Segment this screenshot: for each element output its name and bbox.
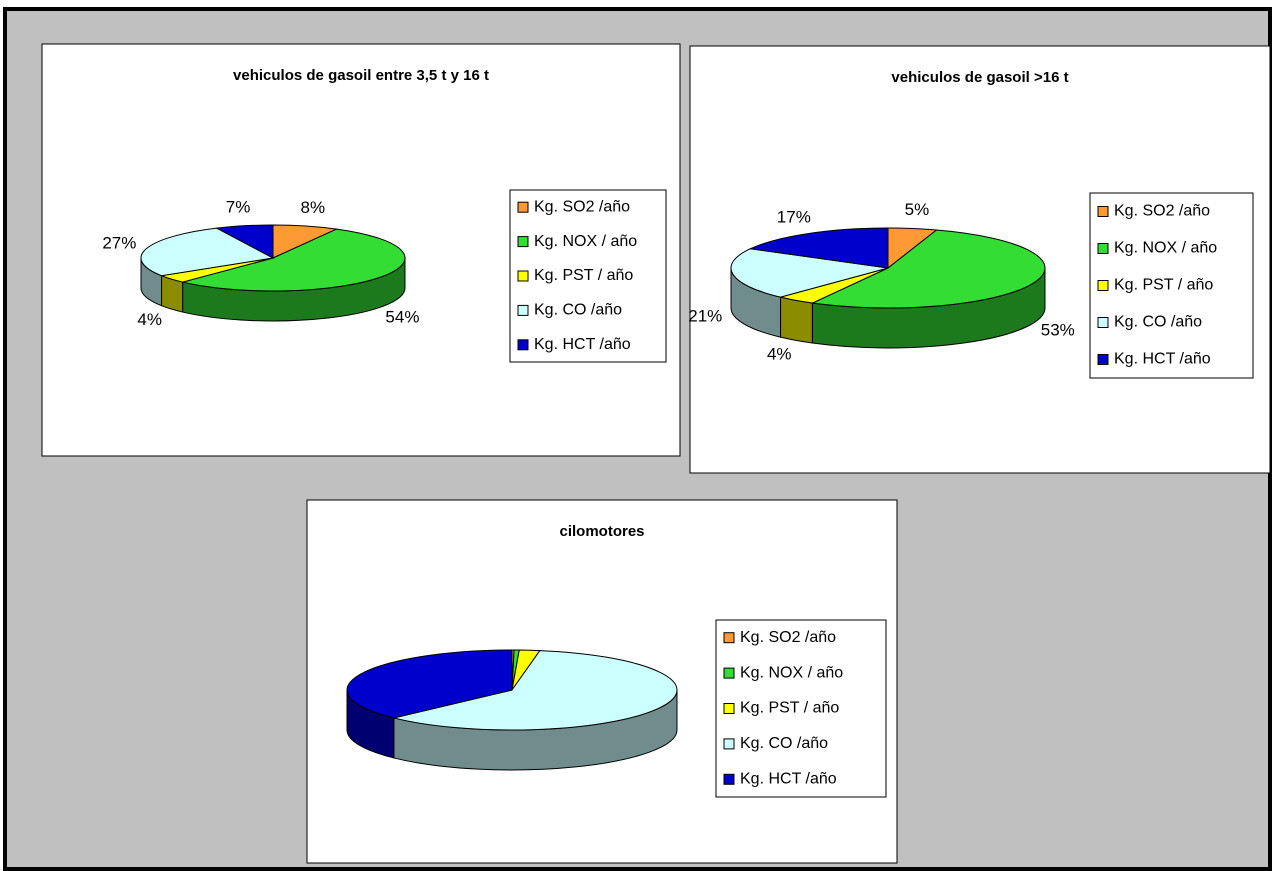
legend-label: Kg. PST / año — [740, 700, 839, 717]
data-label: 5% — [905, 200, 930, 219]
slice — [393, 650, 678, 731]
legend-label: Kg. HCT /año — [740, 771, 837, 788]
legend-swatch — [517, 270, 529, 282]
data-label: 4% — [767, 344, 792, 363]
legend-swatch — [517, 339, 529, 351]
legend-swatch — [723, 738, 735, 750]
legend-label: Kg. SO2 /año — [740, 629, 836, 646]
legend-swatch — [517, 201, 529, 213]
legend-label: Kg. SO2 /año — [534, 198, 630, 215]
legend-swatch — [1097, 243, 1109, 254]
legend-swatch — [723, 703, 735, 714]
legend-label: Kg. CO /año — [534, 302, 622, 319]
chart-title: cilomotores — [559, 523, 644, 540]
data-label: 53% — [1041, 321, 1075, 340]
legend-swatch — [517, 236, 529, 248]
legend — [715, 619, 887, 798]
chart: vehiculos de gasoil entre 3,5 t y 16 t 8%… — [41, 43, 681, 457]
legend — [509, 189, 667, 363]
legend-label: Kg. HCT /año — [1114, 351, 1211, 368]
slice — [346, 649, 513, 719]
data-label: 8% — [301, 198, 326, 217]
data-label: 54% — [385, 307, 419, 326]
legend-label: Kg. HCT /año — [534, 336, 631, 353]
chart: cilomotores Kg. SO2 /año Kg. NOX / año Kg. … — [306, 499, 898, 864]
legend-label: Kg. NOX / año — [740, 664, 843, 681]
slice — [810, 229, 1046, 309]
slice-side — [780, 296, 813, 344]
legend-swatch — [723, 773, 735, 785]
data-label: 21% — [688, 307, 722, 326]
chart-title: vehiculos de gasoil entre 3,5 t y 16 t — [233, 67, 489, 84]
slice — [215, 224, 274, 259]
legend-label: Kg. CO /año — [1114, 314, 1202, 331]
legend-label: Kg. CO /año — [740, 735, 828, 752]
slice — [730, 248, 889, 298]
chart-title: vehiculos de gasoil >16 t — [891, 69, 1068, 86]
data-label: 7% — [226, 198, 251, 217]
legend-swatch — [723, 632, 735, 644]
legend-swatch — [723, 667, 735, 679]
data-label: 4% — [137, 310, 162, 329]
legend-swatch — [1097, 354, 1109, 365]
data-label: 17% — [777, 208, 811, 227]
legend — [1089, 192, 1254, 379]
slice — [140, 227, 275, 277]
data-label: 27% — [102, 233, 136, 252]
slice — [748, 227, 889, 269]
legend-swatch — [1097, 280, 1109, 291]
legend-label: Kg. NOX / año — [1114, 240, 1217, 257]
legend-label: Kg. PST / año — [1114, 277, 1213, 294]
legend-label: Kg. PST / año — [534, 267, 633, 284]
legend-label: Kg. SO2 /año — [1114, 203, 1210, 220]
legend-swatch — [1097, 317, 1109, 328]
legend-swatch — [517, 304, 529, 316]
legend-label: Kg. NOX / año — [534, 233, 637, 250]
legend-swatch — [1097, 206, 1109, 217]
chart: vehiculos de gasoil >16 t 5% 53% 4% 21% 17% Kg… — [688, 45, 1271, 474]
slice — [182, 228, 406, 292]
